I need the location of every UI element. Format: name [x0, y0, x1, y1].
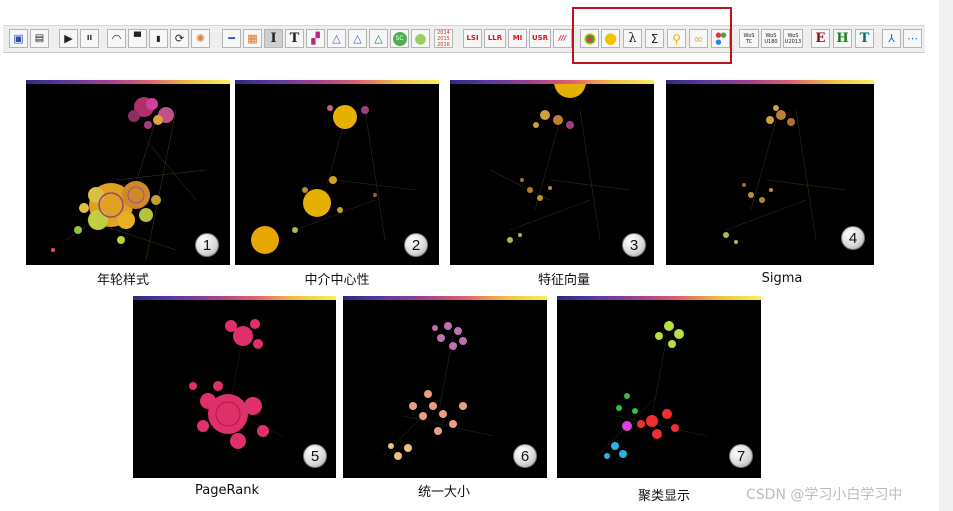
wos-u180-button[interactable]: WoS U180: [761, 29, 781, 48]
panel-number-5: 5: [303, 444, 327, 468]
cluster-color-icon[interactable]: ●● ●: [711, 29, 730, 48]
panel-number-4: 4: [841, 226, 865, 250]
usr-button[interactable]: USR: [529, 29, 551, 48]
panel-caption-5: PageRank: [195, 483, 259, 498]
refresh-icon[interactable]: ⟳: [170, 29, 189, 48]
marker-icon[interactable]: ▮: [149, 29, 168, 48]
h-button[interactable]: H: [833, 29, 852, 48]
panel-number-1: 1: [195, 233, 219, 257]
panel-1: 1: [26, 80, 230, 265]
uniform-size-icon[interactable]: ∞: [689, 29, 708, 48]
burst-icon[interactable]: ✺: [191, 29, 210, 48]
triangle-icon-1[interactable]: △: [327, 29, 346, 48]
movie-icon[interactable]: ▤: [30, 29, 49, 48]
panel-caption-3: 特征向量: [537, 273, 590, 288]
pause-icon[interactable]: II: [80, 29, 99, 48]
triangle-icon-2[interactable]: △: [348, 29, 367, 48]
panel-4: 4: [666, 80, 874, 265]
sigma-icon[interactable]: Σ: [645, 29, 664, 48]
save-icon[interactable]: ▣: [9, 29, 28, 48]
years-icon[interactable]: 2014 2015 2016: [434, 29, 453, 48]
hat-icon[interactable]: ▀: [128, 29, 147, 48]
panel-2: 2: [235, 80, 439, 265]
ring-color-icon[interactable]: [580, 29, 599, 48]
yellow-circle-icon[interactable]: ●: [601, 29, 620, 48]
wos-u2013-button[interactable]: WoS U2013: [783, 29, 803, 48]
scrollbar[interactable]: [939, 0, 953, 511]
tree-icon[interactable]: ⅄: [882, 29, 901, 48]
panel-number-3: 3: [622, 233, 646, 257]
watermark: CSDN @学习小白学习中: [746, 487, 903, 503]
panel-caption-4: Sigma: [761, 271, 803, 286]
panel-3: 3: [450, 80, 654, 265]
arc-icon[interactable]: ◠: [107, 29, 126, 48]
llr-button[interactable]: LLR: [484, 29, 506, 48]
lsi-button[interactable]: LSI: [463, 29, 482, 48]
column-icon[interactable]: I: [264, 29, 283, 48]
panel-number-6: 6: [513, 444, 537, 468]
sc-icon-label: SC: [392, 31, 407, 46]
toolbar: ▣ ▤ ▶ II ◠ ▀ ▮ ⟳ ✺ ━ ▦ I T ▞ △ △ △ SC ● …: [3, 25, 925, 53]
sc-icon[interactable]: SC: [390, 29, 409, 48]
slashes-icon[interactable]: ///: [553, 29, 572, 48]
panel-caption-2: 中介中心性: [304, 273, 370, 288]
panel-6: 6: [343, 296, 547, 478]
wos-tc-button[interactable]: WoS TC: [739, 29, 759, 48]
lambda-icon[interactable]: λ: [623, 29, 642, 48]
grid-icon[interactable]: ▦: [243, 29, 262, 48]
e-button[interactable]: E: [811, 29, 830, 48]
panel-caption-6: 统一大小: [417, 485, 470, 500]
panel-caption-7: 聚类显示: [637, 489, 690, 504]
green-circle-icon[interactable]: ●: [411, 29, 430, 48]
serif-t-icon[interactable]: T: [285, 29, 304, 48]
network-line-icon[interactable]: ⋯: [903, 29, 922, 48]
blocks-icon[interactable]: ▞: [306, 29, 325, 48]
panel-5: 5: [133, 296, 336, 478]
t-button[interactable]: T: [855, 29, 874, 48]
triangle-icon-3[interactable]: △: [369, 29, 388, 48]
panel-caption-1: 年轮样式: [96, 273, 149, 288]
panel-number-7: 7: [729, 444, 753, 468]
line-icon[interactable]: ━: [222, 29, 241, 48]
play-icon[interactable]: ▶: [59, 29, 78, 48]
panel-7: 7: [557, 296, 761, 478]
pagerank-icon[interactable]: ⚲: [667, 29, 686, 48]
highlight-box: [572, 7, 732, 64]
panel-number-2: 2: [404, 233, 428, 257]
mi-button[interactable]: MI: [508, 29, 527, 48]
